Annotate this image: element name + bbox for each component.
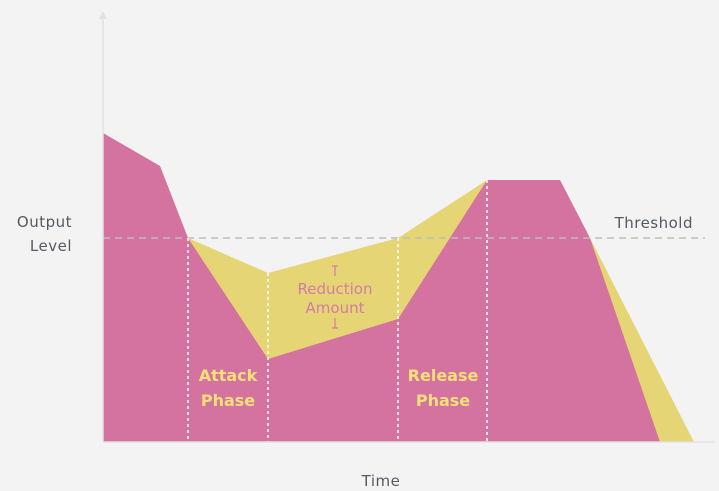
release-phase-label-line2: Phase	[416, 391, 470, 410]
reduction-label-line1: Reduction	[298, 280, 373, 298]
x-axis-label: Time	[361, 472, 401, 490]
y-axis-label-line2: Level	[30, 237, 72, 255]
y-axis-label-line1: Output	[17, 213, 72, 231]
output-signal-area	[103, 133, 660, 442]
y-axis-arrow	[99, 11, 107, 19]
release-phase-label-line1: Release	[408, 366, 479, 385]
threshold-label: Threshold	[614, 214, 693, 232]
attack-phase-label-line1: Attack	[199, 366, 258, 385]
reduction-label-line2: Amount	[306, 299, 365, 317]
reduction-bracket	[332, 265, 338, 329]
attack-phase-label-line2: Phase	[201, 391, 255, 410]
